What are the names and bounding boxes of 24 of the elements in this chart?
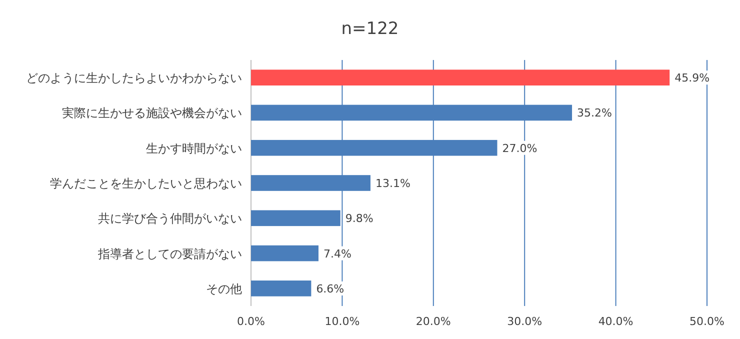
- chart-title: n=122: [341, 19, 399, 39]
- bar: [251, 245, 318, 262]
- y-tick-label: 指導者としての要請がない: [97, 246, 242, 261]
- data-label: 45.9%: [674, 72, 710, 85]
- x-tick-label: 40.0%: [598, 315, 634, 328]
- x-tick-label: 20.0%: [416, 315, 451, 328]
- data-label: 13.1%: [375, 177, 410, 190]
- data-label: 35.2%: [577, 106, 612, 120]
- x-tick-label: 10.0%: [324, 315, 360, 328]
- y-tick-label: その他: [206, 282, 242, 296]
- data-label: 7.4%: [323, 247, 352, 260]
- x-tick-label: 50.0%: [690, 315, 724, 328]
- y-tick-label: どのように生かしたらよいかわからない: [26, 71, 242, 86]
- x-tick-label: 30.0%: [507, 315, 542, 328]
- y-tick-label: 学んだことを生かしたいと思わない: [50, 176, 242, 190]
- data-label: 27.0%: [502, 142, 538, 155]
- y-tick-label: 生かす時間がない: [146, 141, 242, 156]
- data-label: 6.6%: [316, 282, 344, 296]
- y-tick-label: 実際に生かせる施設や機会がない: [62, 106, 242, 120]
- y-tick-label: 共に学び合う仲間がいない: [98, 212, 242, 226]
- data-label: 9.8%: [345, 212, 374, 226]
- bar: [251, 70, 670, 86]
- x-tick-label: 0.0%: [237, 315, 265, 328]
- bar: [251, 280, 312, 296]
